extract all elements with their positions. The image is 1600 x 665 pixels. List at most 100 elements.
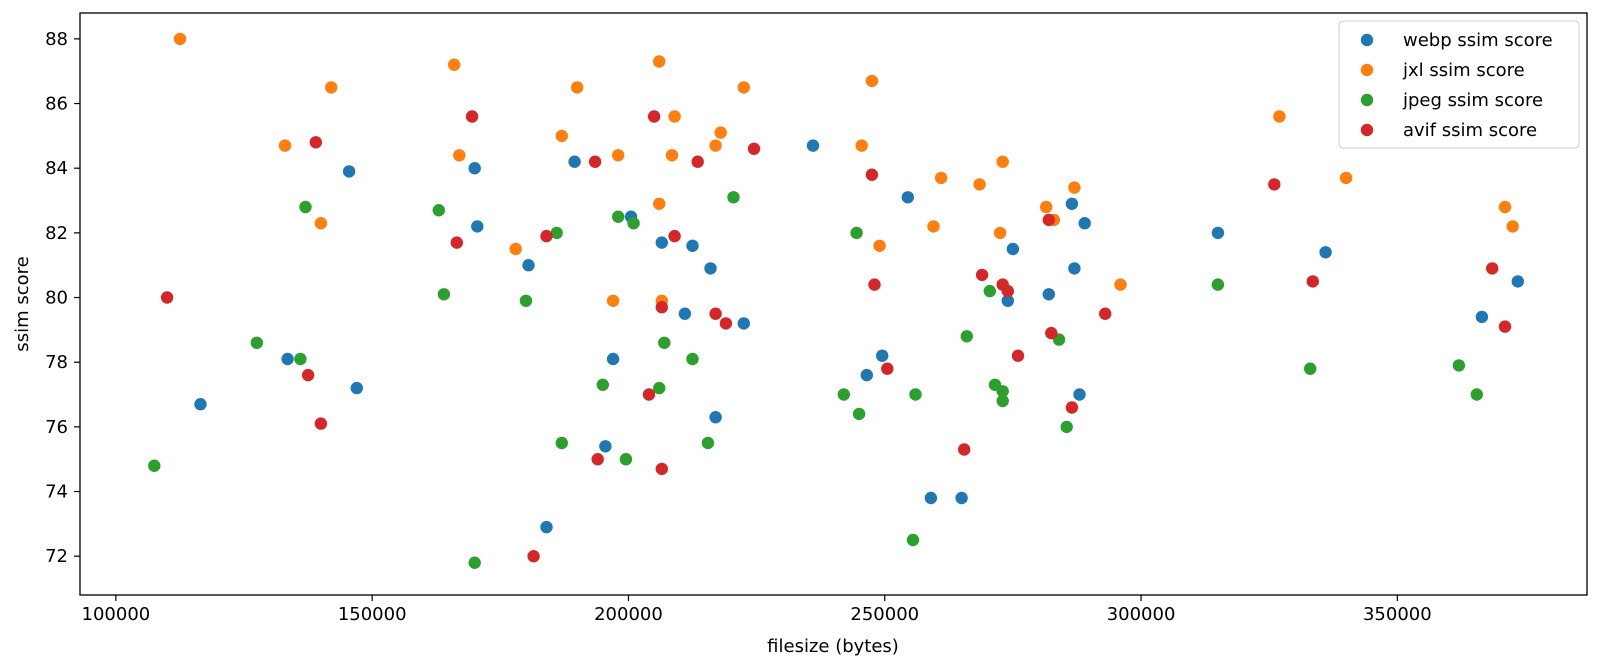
plot-frame — [79, 12, 1588, 596]
data-point — [653, 197, 666, 210]
y-tick-label: 82 — [45, 223, 68, 244]
data-point — [865, 74, 879, 88]
legend-marker — [1360, 123, 1374, 137]
x-tick-label: 100000 — [82, 604, 151, 625]
data-point — [1060, 420, 1073, 434]
data-point — [860, 368, 873, 382]
y-tick-label: 84 — [45, 158, 68, 179]
data-point — [955, 491, 968, 505]
legend-marker — [1360, 93, 1374, 107]
data-point — [658, 336, 671, 349]
data-point — [1211, 278, 1225, 291]
data-point — [1498, 320, 1512, 333]
data-point — [668, 229, 681, 243]
data-point — [1001, 284, 1014, 298]
data-point — [701, 436, 715, 450]
data-point — [655, 301, 668, 314]
data-point — [314, 217, 328, 230]
data-point — [850, 226, 863, 240]
data-point — [588, 155, 602, 168]
data-point — [596, 378, 609, 391]
data-point — [591, 453, 604, 466]
data-point — [1273, 110, 1286, 123]
data-point — [873, 239, 886, 252]
data-point — [342, 165, 356, 178]
data-point — [568, 155, 581, 168]
legend-marker — [1360, 63, 1374, 77]
data-point — [1045, 326, 1058, 340]
data-point — [555, 129, 568, 143]
x-tick-label: 300000 — [1107, 604, 1176, 625]
data-point — [599, 440, 612, 453]
data-point — [653, 55, 666, 68]
data-point — [471, 220, 484, 233]
data-point — [432, 204, 445, 217]
legend-label: avif ssim score — [1403, 120, 1537, 141]
data-point — [453, 149, 466, 162]
data-point — [1042, 213, 1056, 227]
data-point — [294, 352, 307, 366]
data-point — [881, 362, 894, 375]
data-point — [1319, 246, 1332, 259]
data-point — [450, 236, 463, 249]
data-point — [437, 288, 451, 301]
data-point — [686, 352, 699, 366]
data-point — [665, 149, 679, 162]
data-point — [973, 178, 986, 191]
data-point — [1470, 388, 1484, 401]
data-point — [619, 453, 633, 466]
data-point — [350, 381, 363, 395]
data-point — [1001, 294, 1014, 307]
data-point — [1475, 310, 1489, 324]
series-3 — [160, 110, 1512, 563]
data-point — [299, 200, 312, 214]
data-point — [571, 81, 584, 94]
data-point — [704, 262, 717, 275]
data-point — [1065, 401, 1079, 414]
data-point — [250, 336, 263, 349]
data-point — [737, 317, 750, 330]
data-point — [540, 229, 553, 243]
y-tick-label: 88 — [45, 29, 68, 50]
data-point — [1268, 178, 1281, 191]
data-point — [1306, 275, 1320, 288]
data-point — [1211, 226, 1225, 240]
data-point — [1339, 171, 1353, 185]
data-point — [522, 259, 535, 272]
data-point — [509, 242, 522, 256]
data-point — [309, 136, 322, 149]
legend-label: jxl ssim score — [1402, 60, 1525, 81]
data-point — [901, 191, 914, 204]
y-axis: 72 74 76 78 80 82 84 86 88 — [45, 29, 80, 567]
data-point — [975, 268, 989, 282]
data-point — [301, 368, 315, 382]
data-point — [737, 81, 750, 94]
data-points — [148, 32, 1525, 569]
data-point — [852, 407, 866, 421]
data-point — [1506, 220, 1519, 233]
data-point — [906, 533, 920, 547]
data-point — [1068, 262, 1081, 275]
data-point — [996, 394, 1009, 408]
data-point — [868, 278, 881, 291]
data-point — [194, 398, 207, 411]
data-point — [647, 110, 661, 123]
data-point — [160, 291, 174, 304]
data-point — [468, 162, 481, 175]
data-point — [653, 381, 666, 395]
x-tick-label: 200000 — [594, 604, 663, 625]
data-point — [612, 210, 625, 223]
data-point — [606, 352, 620, 366]
y-tick-label: 86 — [45, 94, 68, 115]
x-tick-label: 150000 — [338, 604, 407, 625]
data-point — [909, 388, 922, 401]
data-point — [924, 491, 938, 505]
data-point — [555, 436, 568, 450]
data-point — [709, 139, 722, 152]
data-point — [606, 294, 620, 307]
legend-box — [1338, 20, 1580, 149]
data-point — [686, 239, 699, 252]
x-axis: 100000 150000 200000 250000 300000 350000 — [82, 595, 1432, 625]
